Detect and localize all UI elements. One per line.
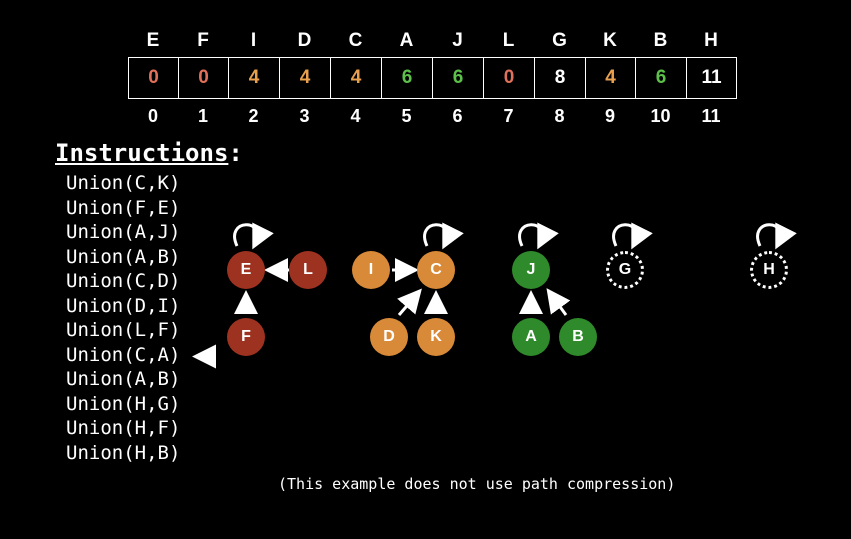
instruction-item: Union(H,G) xyxy=(66,392,181,415)
node-D: D xyxy=(370,318,408,356)
path-compression-note: (This example does not use path compress… xyxy=(278,475,676,493)
array-index-9: 9 xyxy=(604,106,615,126)
instruction-item: Union(C,A) xyxy=(66,343,181,366)
node-L: L xyxy=(289,251,327,289)
node-I: I xyxy=(352,251,390,289)
node-J: J xyxy=(512,251,550,289)
edge-D-C xyxy=(397,288,422,316)
array-header-C: C xyxy=(348,30,363,51)
array-header-B: B xyxy=(653,30,668,51)
self-loop-J xyxy=(518,222,559,250)
node-C: C xyxy=(417,251,455,289)
instruction-item: Union(L,F) xyxy=(66,319,181,341)
array-header-I: I xyxy=(250,30,257,51)
node-B: B xyxy=(559,318,597,356)
instruction-item: Union(H,F) xyxy=(66,417,181,439)
instruction-item: Union(F,E) xyxy=(66,196,181,219)
node-F: F xyxy=(227,318,265,356)
array-index-11: 11 xyxy=(701,106,721,126)
array-index-7: 7 xyxy=(503,106,514,126)
instruction-item: Union(D,I) xyxy=(66,294,181,317)
array-header-K: K xyxy=(603,30,617,51)
array-cell-11: 11 xyxy=(686,57,737,99)
array-header-A: A xyxy=(399,30,414,51)
array-header-J: J xyxy=(452,30,463,51)
array-header-D: D xyxy=(297,30,312,51)
array-header-G: G xyxy=(552,30,567,51)
instruction-item: Union(A,J) xyxy=(66,221,181,243)
array-index-8: 8 xyxy=(554,106,565,126)
node-H: H xyxy=(750,251,788,289)
instruction-item: Union(C,D) xyxy=(66,270,181,292)
self-loop-C xyxy=(423,222,464,250)
node-A: A xyxy=(512,318,550,356)
array-index-4: 4 xyxy=(350,106,361,126)
self-loop-G xyxy=(612,222,653,250)
instructions-title: Instructions: xyxy=(55,139,243,167)
array-index-5: 5 xyxy=(401,106,412,126)
array-index-2: 2 xyxy=(248,106,259,126)
self-loop-H xyxy=(756,222,797,250)
instruction-item: Union(H,B) xyxy=(66,441,181,464)
array-header-E: E xyxy=(146,30,160,51)
array-header-L: L xyxy=(502,30,515,51)
node-G: G xyxy=(606,251,644,289)
array-index-6: 6 xyxy=(452,106,463,126)
node-E: E xyxy=(227,251,265,289)
instruction-item: Union(A,B) xyxy=(66,245,181,268)
node-K: K xyxy=(417,318,455,356)
array-header-F: F xyxy=(197,30,209,51)
instruction-item: Union(A,B) xyxy=(66,368,181,390)
array-index-10: 10 xyxy=(650,106,671,126)
array-index-3: 3 xyxy=(299,106,310,126)
array-index-0: 0 xyxy=(147,106,158,126)
edge-B-J xyxy=(546,288,571,316)
array-index-1: 1 xyxy=(197,106,208,126)
self-loop-E xyxy=(233,222,274,250)
array-header-H: H xyxy=(704,30,718,51)
instruction-item: Union(C,K) xyxy=(66,172,181,194)
